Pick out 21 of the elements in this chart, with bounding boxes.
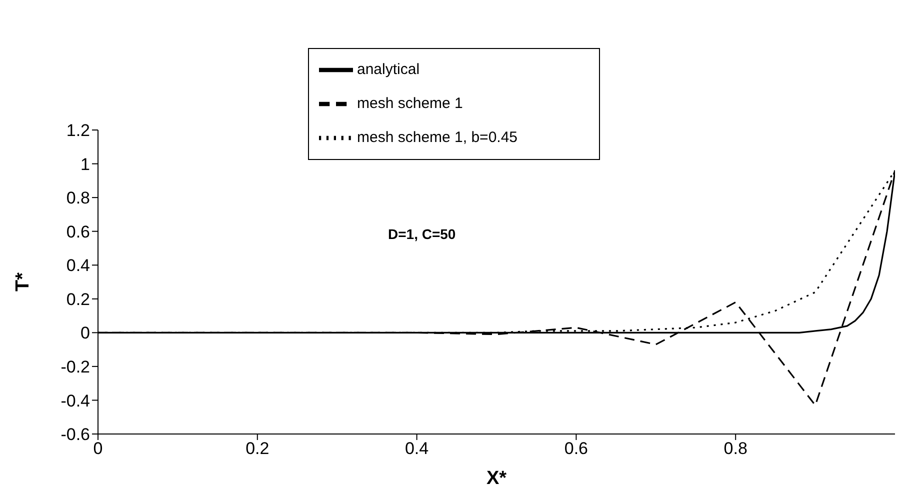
x-tick-label: 0.2: [246, 439, 270, 458]
y-tick-label: -0.2: [60, 357, 90, 376]
x-tick-label: 0.6: [564, 439, 588, 458]
y-tick-label: 0.6: [66, 222, 90, 242]
y-tick-label: -0.6: [60, 425, 90, 444]
legend-label: analytical: [357, 61, 420, 78]
y-tick-label: -0.4: [60, 391, 90, 410]
legend-label: mesh scheme 1, b=0.45: [357, 129, 518, 146]
x-tick-label: 0: [93, 439, 103, 458]
y-tick-label: 0.2: [66, 290, 90, 309]
x-axis-title: X*: [486, 468, 508, 489]
y-tick-label: 0: [80, 324, 90, 343]
y-tick-label: 1: [80, 154, 90, 174]
x-tick-label: 0.4: [404, 439, 429, 458]
x-tick-label: 0.8: [724, 439, 748, 458]
legend-label: mesh scheme 1: [357, 95, 463, 112]
y-axis-title: T*: [12, 272, 34, 292]
y-tick-label: 0.4: [66, 256, 90, 276]
y-tick-label: 0.8: [66, 188, 90, 208]
annotation: D=1, C=50: [388, 226, 456, 242]
y-tick-label: 1.2: [66, 121, 90, 140]
